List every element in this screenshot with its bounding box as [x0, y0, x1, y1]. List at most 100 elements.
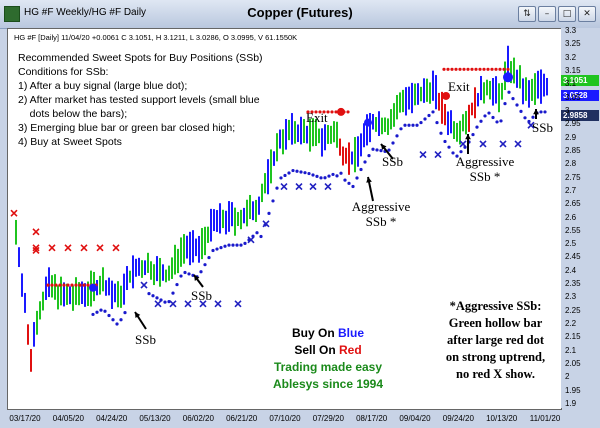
close-button[interactable]: ✕: [578, 6, 596, 22]
arrow-head: [366, 177, 372, 183]
resistance-dot: [466, 67, 470, 71]
support-dot: [503, 102, 507, 106]
maximize-button[interactable]: □: [558, 6, 576, 22]
support-dot: [279, 176, 283, 180]
y-tick-label: 3.3: [565, 26, 577, 35]
support-dot: [515, 103, 519, 107]
x-mark: [80, 244, 88, 252]
y-tick-label: 2.55: [565, 225, 581, 235]
support-dot: [495, 120, 499, 124]
x-mark: [247, 236, 255, 244]
price-axis[interactable]: 3.1051 3.0528 2.9858 3.3 3.25 3.2 3.15 3.1 3.…: [561, 26, 600, 408]
support-dot: [311, 173, 315, 177]
support-dot: [379, 149, 383, 153]
resistance-dot: [470, 67, 474, 71]
support-dot: [511, 97, 515, 101]
support-dot: [363, 160, 367, 164]
title-bar[interactable]: HG #F Weekly/HG #F Daily Copper (Futures…: [0, 0, 600, 29]
support-dot: [175, 282, 179, 287]
support-dot: [487, 111, 491, 115]
x-mark: [32, 228, 40, 236]
support-dot: [371, 147, 375, 151]
date-axis[interactable]: 03/17/20 04/05/20 04/24/20 05/13/20 06/02/20…: [7, 408, 560, 428]
resistance-dot: [306, 110, 310, 114]
support-dot: [235, 243, 239, 247]
window-title: HG #F Weekly/HG #F Daily: [24, 7, 147, 18]
y-tick-label: 2.6: [565, 212, 577, 222]
support-dot: [455, 154, 459, 158]
y-tick-label: 1.95: [565, 385, 581, 395]
resistance-dot: [446, 67, 450, 71]
support-dot: [215, 247, 219, 251]
ohlc-info: HG #F [Daily] 11/04/20 +0.0061 C 3.1051,…: [14, 33, 298, 42]
y-tick-label: 3.2: [565, 52, 577, 62]
x-mark: [262, 220, 270, 228]
support-dot: [355, 176, 359, 180]
arrow-head: [465, 134, 471, 140]
support-dot: [475, 125, 479, 129]
ssb-label: SSb: [191, 288, 212, 303]
price-tag-close: 3.1051: [561, 75, 599, 86]
resistance-dot: [318, 110, 322, 114]
support-dot: [163, 300, 167, 304]
aggressive-ssb-label: Aggressive SSb *: [455, 154, 515, 184]
resistance-dot: [454, 67, 458, 71]
support-dot: [111, 318, 115, 322]
support-dot: [339, 171, 343, 175]
y-tick-label: 2.35: [565, 279, 581, 289]
buy-signal-dot: [364, 118, 372, 127]
x-mark: [199, 300, 207, 308]
y-tick-label: 3.25: [565, 39, 581, 49]
resistance-dot: [486, 67, 490, 71]
support-dot: [211, 248, 215, 253]
support-dot: [447, 145, 451, 149]
resistance-dot: [82, 283, 86, 287]
resistance-dot: [462, 67, 466, 71]
exit-label: Exit: [448, 79, 470, 94]
sync-button[interactable]: ⇅: [518, 6, 536, 22]
support-dot: [327, 174, 331, 178]
x-tick-label: 05/13/20: [139, 414, 171, 423]
support-dot: [319, 176, 323, 180]
y-tick-label: 2: [565, 372, 570, 382]
note-line: dots below the bars);: [18, 108, 128, 120]
support-dot: [119, 318, 123, 322]
x-mark: [184, 300, 192, 308]
support-dot: [483, 114, 487, 118]
price-chart[interactable]: HG #F [Daily] 11/04/20 +0.0061 C 3.1051,…: [7, 28, 562, 410]
resistance-dot: [346, 110, 350, 114]
resistance-dot: [490, 67, 494, 71]
support-dot: [239, 243, 243, 247]
support-dot: [387, 148, 391, 152]
support-dot: [427, 113, 431, 118]
resistance-dot: [322, 110, 326, 114]
minimize-button[interactable]: –: [538, 6, 556, 22]
y-tick-label: 3.15: [565, 65, 581, 75]
support-dot: [219, 246, 223, 250]
resistance-dot: [502, 67, 506, 71]
support-dot: [103, 309, 107, 313]
support-dot: [95, 310, 99, 314]
support-dot: [291, 168, 295, 173]
support-dot: [399, 127, 403, 131]
y-tick-label: 2.05: [565, 359, 581, 369]
x-mark: [48, 244, 56, 252]
support-dot: [539, 110, 543, 114]
buy-signal-dot: [503, 72, 513, 83]
resistance-dot: [86, 283, 90, 287]
note-line: 1) After a buy signal (large blue dot);: [18, 80, 188, 92]
x-tick-label: 06/02/20: [182, 414, 214, 423]
support-dot: [491, 115, 495, 120]
support-dot: [531, 115, 535, 119]
resistance-dot: [58, 283, 62, 287]
x-mark: [214, 300, 222, 308]
resistance-dot: [46, 283, 50, 287]
legend-red-word: Red: [339, 343, 362, 357]
support-dot: [307, 171, 311, 176]
aggressive-ssb-note: *Aggressive SSb: Green hollow bar after …: [433, 298, 558, 383]
x-tick-label: 04/24/20: [96, 414, 128, 423]
x-tick-label: 03/17/20: [9, 414, 41, 423]
ssb-label: SSb: [532, 120, 553, 135]
x-tick-label: 10/13/20: [486, 414, 518, 423]
